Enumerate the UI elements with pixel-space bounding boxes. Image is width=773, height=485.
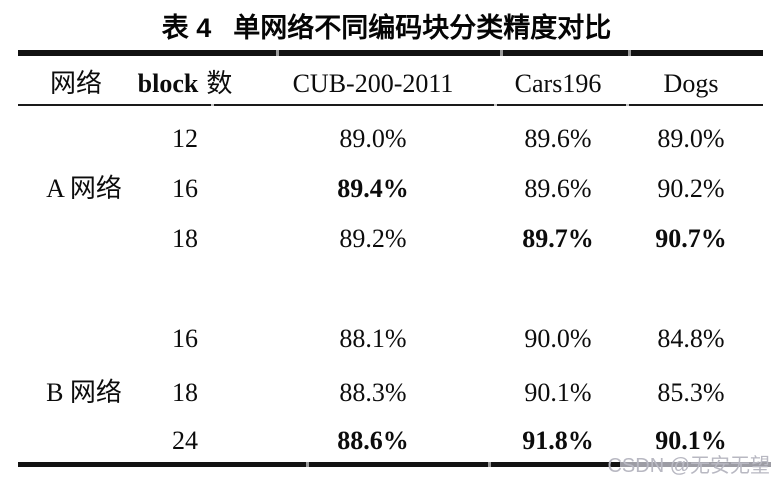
header-dataset-dogs: Dogs	[663, 69, 719, 98]
cell-blocks: 16	[172, 324, 198, 353]
csdn-watermark: CSDN @无安无望	[607, 455, 770, 477]
cell-cars: 89.6%	[524, 124, 592, 153]
cell-blocks: 12	[172, 124, 198, 153]
bottom-rule-gray-segment	[620, 462, 771, 467]
table-row-b16: 16 88.1% 90.0% 84.8%	[0, 321, 773, 357]
table-row-b18: B 网络 18 88.3% 90.1% 85.3%	[0, 375, 773, 411]
cell-dogs: 84.8%	[657, 324, 725, 353]
cell-cars: 89.7%	[522, 224, 594, 253]
rule-notch	[211, 104, 214, 106]
cell-dogs: 90.7%	[655, 224, 727, 253]
cell-blocks: 18	[172, 224, 198, 253]
table-number: 表 4	[161, 13, 212, 43]
rule-notch	[628, 50, 631, 56]
rule-notch	[276, 50, 279, 56]
cell-blocks: 24	[172, 426, 198, 455]
cell-cars: 91.8%	[522, 426, 594, 455]
header-network: 网络	[49, 69, 103, 98]
header-blocks-en: block	[137, 69, 199, 98]
bottom-rule	[18, 462, 620, 467]
cell-cub: 89.2%	[339, 224, 407, 253]
rule-notch	[488, 462, 491, 467]
cell-blocks: 18	[172, 378, 198, 407]
table-title: 表 4 单网络不同编码块分类精度对比	[0, 12, 773, 44]
cell-dogs: 85.3%	[657, 378, 725, 407]
rule-notch	[626, 104, 629, 106]
rule-notch	[306, 462, 309, 467]
cell-cub: 89.0%	[339, 124, 407, 153]
rule-notch	[494, 104, 497, 106]
table-row-b24: 24 88.6% 91.8% 90.1%	[0, 423, 773, 459]
header-blocks-cn: 数	[206, 69, 233, 98]
header-dataset-cub: CUB-200-2011	[292, 69, 454, 98]
cell-cub: 88.1%	[339, 324, 407, 353]
header-rule	[18, 104, 763, 106]
table-row-a12: 12 89.0% 89.6% 89.0%	[0, 121, 773, 157]
top-rule	[18, 50, 763, 56]
table-caption: 单网络不同编码块分类精度对比	[233, 13, 612, 43]
table-row-a16: A 网络 16 89.4% 89.6% 90.2%	[0, 171, 773, 207]
cell-dogs: 90.2%	[657, 174, 725, 203]
cell-network: A 网络	[46, 174, 122, 203]
cell-cars: 90.1%	[524, 378, 592, 407]
rule-notch	[500, 50, 503, 56]
cell-cars: 89.6%	[524, 174, 592, 203]
cell-dogs: 90.1%	[655, 426, 727, 455]
cell-cub: 88.3%	[339, 378, 407, 407]
cell-cub: 88.6%	[337, 426, 409, 455]
table-header-row: 网络 block 数 CUB-200-2011 Cars196 Dogs	[0, 66, 773, 102]
cell-blocks: 16	[172, 174, 198, 203]
cell-dogs: 89.0%	[657, 124, 725, 153]
cell-cub: 89.4%	[337, 174, 409, 203]
cell-cars: 90.0%	[524, 324, 592, 353]
header-blocks: block 数	[138, 66, 233, 102]
table-row-a18: 18 89.2% 89.7% 90.7%	[0, 221, 773, 257]
cell-network: B 网络	[46, 378, 122, 407]
header-dataset-cars: Cars196	[514, 69, 602, 98]
